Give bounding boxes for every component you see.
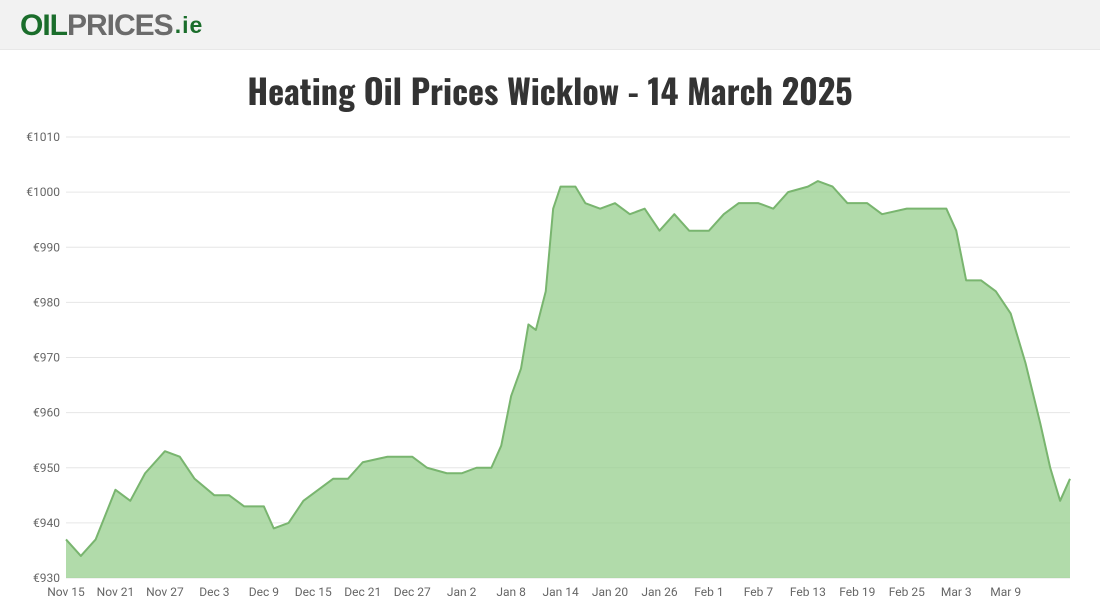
svg-text:Nov 15: Nov 15	[47, 585, 85, 599]
svg-text:Mar 9: Mar 9	[990, 585, 1021, 599]
chart-plot-area: €930 €940 €950 €960 €970 €980 €990 €1000 €1010 No…	[20, 125, 1080, 600]
logo-text-oil: OIL	[20, 9, 67, 42]
svg-text:Feb 7: Feb 7	[744, 585, 774, 599]
svg-text:Mar 3: Mar 3	[941, 585, 972, 599]
svg-text:€1010: €1010	[26, 130, 60, 144]
svg-text:Jan 8: Jan 8	[496, 585, 526, 599]
svg-text:Dec 27: Dec 27	[394, 585, 431, 599]
svg-text:Dec 21: Dec 21	[344, 585, 381, 599]
svg-text:€960: €960	[33, 406, 60, 420]
header-bar: OILPRICES.ie	[0, 0, 1100, 50]
logo-text-ie: .ie	[175, 12, 204, 38]
svg-text:Feb 1: Feb 1	[694, 585, 723, 599]
svg-text:Feb 25: Feb 25	[889, 585, 925, 599]
chart-container: Heating Oil Prices Wicklow - 14 March 20…	[0, 50, 1100, 600]
site-logo[interactable]: OILPRICES.ie	[20, 9, 203, 43]
chart-title: Heating Oil Prices Wicklow - 14 March 20…	[20, 64, 1080, 115]
svg-text:€970: €970	[33, 351, 60, 365]
svg-text:Dec 15: Dec 15	[295, 585, 332, 599]
svg-text:€950: €950	[33, 461, 60, 475]
svg-text:Feb 13: Feb 13	[790, 585, 826, 599]
svg-text:Dec 9: Dec 9	[249, 585, 279, 599]
svg-text:Jan 14: Jan 14	[542, 585, 578, 599]
logo-text-prices: PRICES	[67, 9, 173, 42]
svg-text:€980: €980	[33, 295, 60, 309]
svg-text:€990: €990	[33, 240, 60, 254]
svg-text:Nov 27: Nov 27	[146, 585, 184, 599]
svg-text:Dec 3: Dec 3	[199, 585, 229, 599]
svg-text:Feb 19: Feb 19	[839, 585, 875, 599]
svg-text:€1000: €1000	[26, 185, 60, 199]
svg-text:Jan 20: Jan 20	[592, 585, 628, 599]
svg-text:Jan 26: Jan 26	[641, 585, 677, 599]
svg-text:Jan 2: Jan 2	[447, 585, 477, 599]
svg-text:Nov 21: Nov 21	[97, 585, 135, 599]
price-area-chart: €930 €940 €950 €960 €970 €980 €990 €1000 €1010 No…	[20, 125, 1080, 600]
svg-text:€930: €930	[33, 571, 60, 585]
svg-text:€940: €940	[33, 516, 60, 530]
